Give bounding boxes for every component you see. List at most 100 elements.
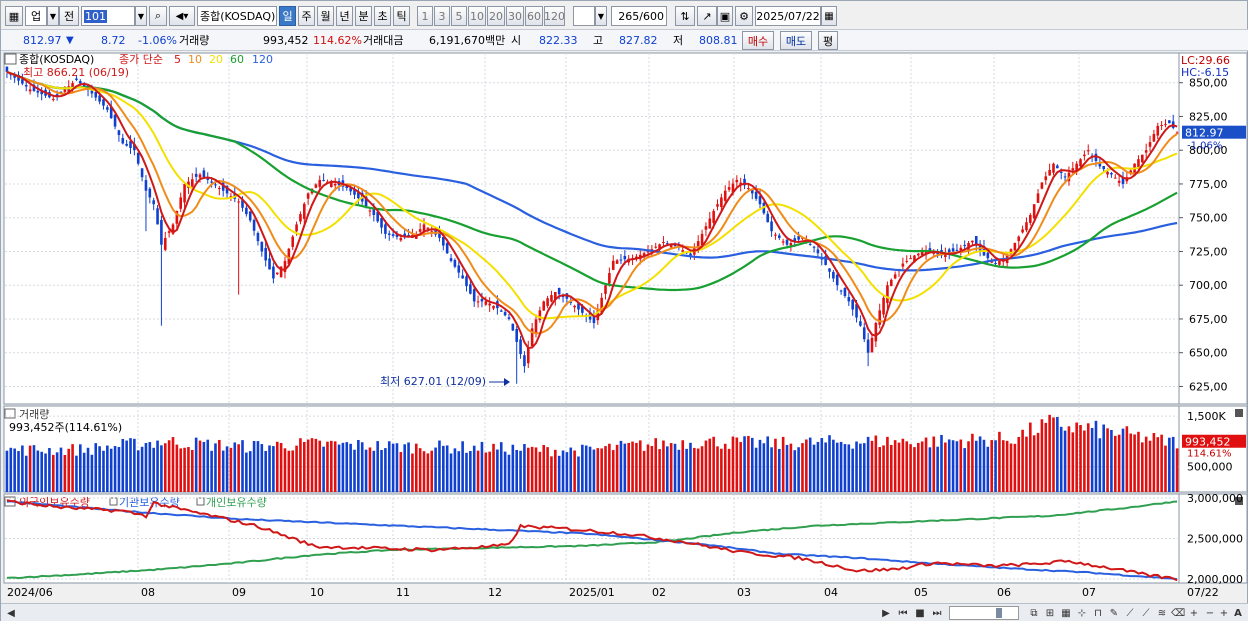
volume-bar	[963, 448, 966, 492]
candle-body	[828, 268, 831, 272]
interval-button[interactable]: 10	[468, 6, 486, 26]
code-dropdown-icon[interactable]: ▼	[135, 6, 147, 26]
prev-button[interactable]: 전	[59, 6, 79, 26]
candle-body	[476, 301, 480, 303]
rewind-icon[interactable]: ⏮	[898, 607, 908, 619]
candle-body	[264, 247, 267, 261]
calendar-icon[interactable]: ▦	[821, 6, 837, 26]
layout-icon[interactable]: ▦	[5, 6, 23, 26]
sell-button[interactable]: 매도	[780, 31, 812, 50]
candle-body	[917, 253, 920, 256]
auto-scale-button[interactable]: A	[1234, 607, 1242, 619]
candle-body	[920, 251, 924, 256]
candle-body	[735, 179, 739, 183]
market-select[interactable]: 업	[25, 6, 47, 26]
candle-body	[256, 233, 260, 242]
interval-button[interactable]: 30	[506, 6, 524, 26]
field-dropdown-icon[interactable]: ▼	[595, 6, 607, 26]
interval-button[interactable]: 20	[487, 6, 505, 26]
pencil-icon[interactable]: ✎	[1109, 607, 1119, 619]
candle-body	[1075, 163, 1078, 173]
volume-bar	[967, 441, 970, 492]
magnet-icon[interactable]: ⊓	[1094, 607, 1102, 619]
settings-gear-icon[interactable]: ⚙	[735, 6, 753, 26]
volume-bar	[71, 444, 74, 492]
period-tab[interactable]: 틱	[393, 6, 410, 26]
compare-icon[interactable]: ⇅	[675, 6, 695, 26]
candle-body	[816, 249, 820, 254]
volume-bar	[917, 442, 920, 492]
period-tab[interactable]: 분	[355, 6, 372, 26]
period-tab[interactable]: 주	[298, 6, 315, 26]
period-tab[interactable]: 월	[317, 6, 334, 26]
volume-bar	[461, 441, 464, 492]
volume-bar	[897, 442, 901, 492]
market-dropdown-icon[interactable]: ▼	[47, 6, 59, 26]
scroll-left-icon[interactable]: ◀	[7, 607, 15, 619]
blank-field[interactable]	[573, 6, 595, 26]
candle-body	[1017, 236, 1021, 242]
volume-bar	[179, 448, 183, 492]
period-tab[interactable]: 년	[336, 6, 353, 26]
add-icon[interactable]: +	[1219, 607, 1229, 619]
stop-icon[interactable]: ■	[915, 607, 925, 619]
candle-body	[824, 256, 827, 265]
trend-line-icon[interactable]: ⟋	[1126, 607, 1134, 619]
candle-body	[611, 260, 615, 270]
candle-body	[376, 211, 379, 222]
interval-button[interactable]: 60	[525, 6, 543, 26]
window-icon[interactable]: ⧉	[1030, 607, 1038, 619]
candle-body	[136, 152, 140, 164]
candle-body	[384, 224, 387, 234]
buy-button[interactable]: 매수	[742, 31, 774, 50]
zoom-slider[interactable]	[949, 606, 1019, 620]
eraser-icon[interactable]: ⌫	[1170, 607, 1186, 619]
grid-icon[interactable]: ▦	[1061, 607, 1071, 619]
volume-bar	[67, 448, 71, 492]
interval-button[interactable]: 120	[544, 6, 565, 26]
volume-bar	[117, 447, 121, 492]
volume-bar	[492, 443, 495, 492]
zoom-slider-thumb[interactable]	[996, 608, 1002, 618]
eval-button[interactable]: 평	[818, 31, 838, 50]
volume-bar	[198, 440, 202, 492]
zoom-out-icon[interactable]: −	[1205, 607, 1215, 619]
scroll-right-icon[interactable]: ▶	[882, 607, 890, 619]
interval-button[interactable]: 3	[434, 6, 450, 26]
candle-body	[214, 184, 217, 186]
split-icon[interactable]: ⊞	[1045, 607, 1055, 619]
stock-chart[interactable]: 2024/06 08 09 10 11 12 2025/01 02 03 04 05 06 07 07/2…	[1, 52, 1248, 602]
period-tab[interactable]: 초	[374, 6, 391, 26]
candle-body	[835, 274, 839, 286]
down-arrow-icon: ▼	[66, 35, 74, 46]
chart-scrollbar[interactable]: ◀ ▶ ⏮ ■ ⏭ ⧉ ⊞ ▦ ⊹ ⊓ ✎ ⟋ ⟋ ≋ ⌫ + − + A	[1, 603, 1248, 621]
x-tick-label: 12	[488, 586, 502, 599]
candle-body	[395, 233, 399, 237]
date-field[interactable]: 2025/07/22	[755, 6, 821, 26]
volume-bar	[777, 448, 781, 492]
volume-bar	[592, 449, 596, 492]
interval-button[interactable]: 5	[451, 6, 467, 26]
candle-body	[862, 327, 866, 340]
volume-bar	[1044, 422, 1048, 492]
draw-tool-icon[interactable]: ↗	[697, 6, 717, 26]
volume-bar	[225, 446, 229, 492]
interval-button[interactable]: 1	[417, 6, 433, 26]
save-icon[interactable]: ▣	[717, 6, 733, 26]
speaker-icon[interactable]: ◀▾	[169, 6, 195, 26]
volume-bar	[982, 439, 986, 492]
ray-line-icon[interactable]: ⟋	[1142, 607, 1150, 619]
fast-forward-icon[interactable]: ⏭	[932, 607, 942, 619]
volume-bar	[631, 441, 634, 492]
volume-bar	[503, 451, 507, 492]
zoom-in-icon[interactable]: +	[1189, 607, 1199, 619]
search-icon[interactable]: ⌕	[149, 6, 167, 26]
candle-body	[743, 178, 746, 186]
period-tab[interactable]: 일	[279, 6, 296, 26]
count-field[interactable]: 265/600	[611, 6, 667, 26]
candle-body	[994, 263, 997, 265]
code-input[interactable]: 101	[81, 6, 135, 26]
fibonacci-icon[interactable]: ≋	[1157, 607, 1167, 619]
volume-bar	[453, 448, 457, 492]
crosshair-icon[interactable]: ⊹	[1077, 607, 1087, 619]
